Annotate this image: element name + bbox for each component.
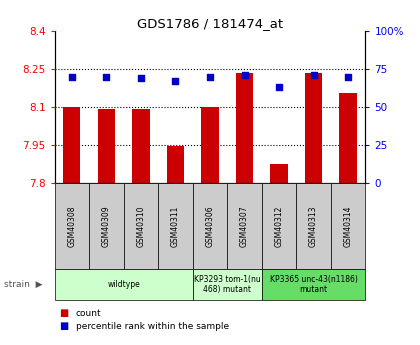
- Text: KP3293 tom-1(nu
468) mutant: KP3293 tom-1(nu 468) mutant: [194, 275, 261, 294]
- Bar: [132, 109, 150, 183]
- Point: [276, 85, 282, 90]
- Bar: [236, 73, 253, 183]
- Point: [68, 74, 75, 79]
- Text: percentile rank within the sample: percentile rank within the sample: [76, 322, 229, 331]
- Text: GSM40312: GSM40312: [275, 205, 284, 247]
- Text: GSM40307: GSM40307: [240, 205, 249, 247]
- Point: [345, 74, 352, 79]
- Text: GSM40309: GSM40309: [102, 205, 111, 247]
- Point: [310, 72, 317, 78]
- Bar: [201, 107, 219, 183]
- Text: ■: ■: [59, 321, 68, 331]
- Text: GSM40314: GSM40314: [344, 205, 353, 247]
- Text: GSM40308: GSM40308: [67, 205, 76, 247]
- Point: [207, 74, 213, 79]
- Bar: [339, 93, 357, 183]
- Bar: [305, 73, 322, 183]
- Bar: [63, 107, 81, 183]
- Point: [172, 78, 179, 84]
- Text: GSM40310: GSM40310: [136, 205, 145, 247]
- Text: ■: ■: [59, 308, 68, 318]
- Text: GSM40313: GSM40313: [309, 205, 318, 247]
- Bar: [167, 146, 184, 183]
- Point: [138, 75, 144, 81]
- Text: GSM40306: GSM40306: [205, 205, 215, 247]
- Title: GDS1786 / 181474_at: GDS1786 / 181474_at: [137, 17, 283, 30]
- Bar: [98, 109, 115, 183]
- Point: [103, 74, 110, 79]
- Bar: [270, 164, 288, 183]
- Text: wildtype: wildtype: [107, 280, 140, 289]
- Point: [241, 72, 248, 78]
- Text: strain  ▶: strain ▶: [4, 280, 43, 289]
- Text: GSM40311: GSM40311: [171, 205, 180, 247]
- Text: count: count: [76, 309, 101, 318]
- Text: KP3365 unc-43(n1186)
mutant: KP3365 unc-43(n1186) mutant: [270, 275, 357, 294]
